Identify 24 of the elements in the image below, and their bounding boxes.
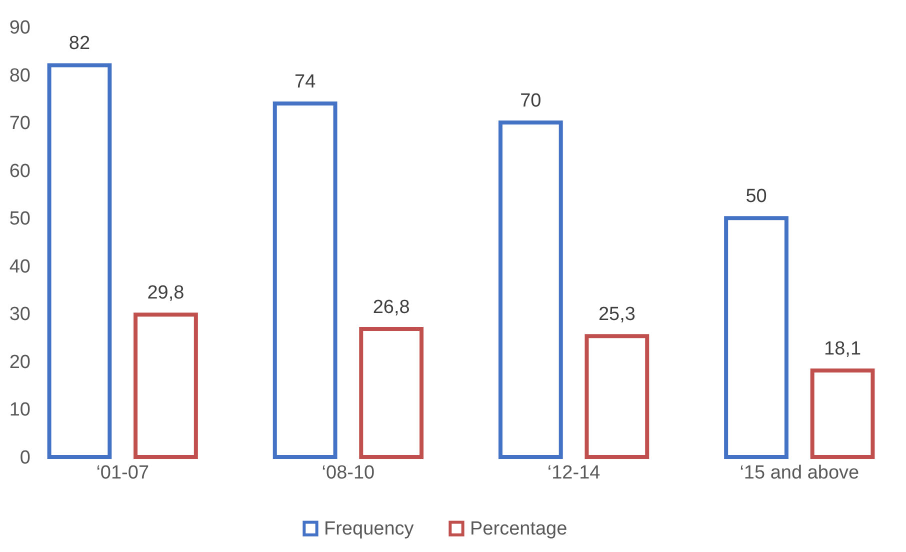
x-tick-label: ‘01-07 — [96, 462, 150, 484]
data-label: 29,8 — [147, 282, 184, 304]
y-tick-label: 50 — [9, 208, 30, 230]
data-label: 18,1 — [824, 338, 862, 360]
data-label: 50 — [746, 186, 767, 208]
legend-label: Percentage — [470, 518, 568, 540]
y-tick-label: 30 — [9, 304, 30, 326]
x-tick-label: ‘15 and above — [740, 462, 860, 484]
y-tick-label: 40 — [9, 256, 30, 278]
legend-label: Frequency — [324, 518, 414, 540]
data-label: 70 — [520, 90, 542, 112]
y-tick-label: 10 — [9, 400, 30, 421]
y-tick-label: 0 — [20, 448, 30, 468]
y-tick-label: 80 — [9, 65, 30, 86]
data-label: 74 — [294, 71, 316, 92]
y-tick-label: 90 — [9, 18, 30, 38]
x-tick-label: ‘12-14 — [547, 462, 601, 484]
data-label: 25,3 — [598, 304, 636, 326]
y-tick-label: 70 — [9, 113, 30, 134]
data-label: 82 — [68, 33, 90, 54]
y-tick-label: 60 — [9, 160, 30, 182]
y-tick-label: 20 — [9, 352, 30, 373]
x-tick-label: ‘08-10 — [322, 462, 375, 484]
data-label: 26,8 — [372, 296, 410, 318]
